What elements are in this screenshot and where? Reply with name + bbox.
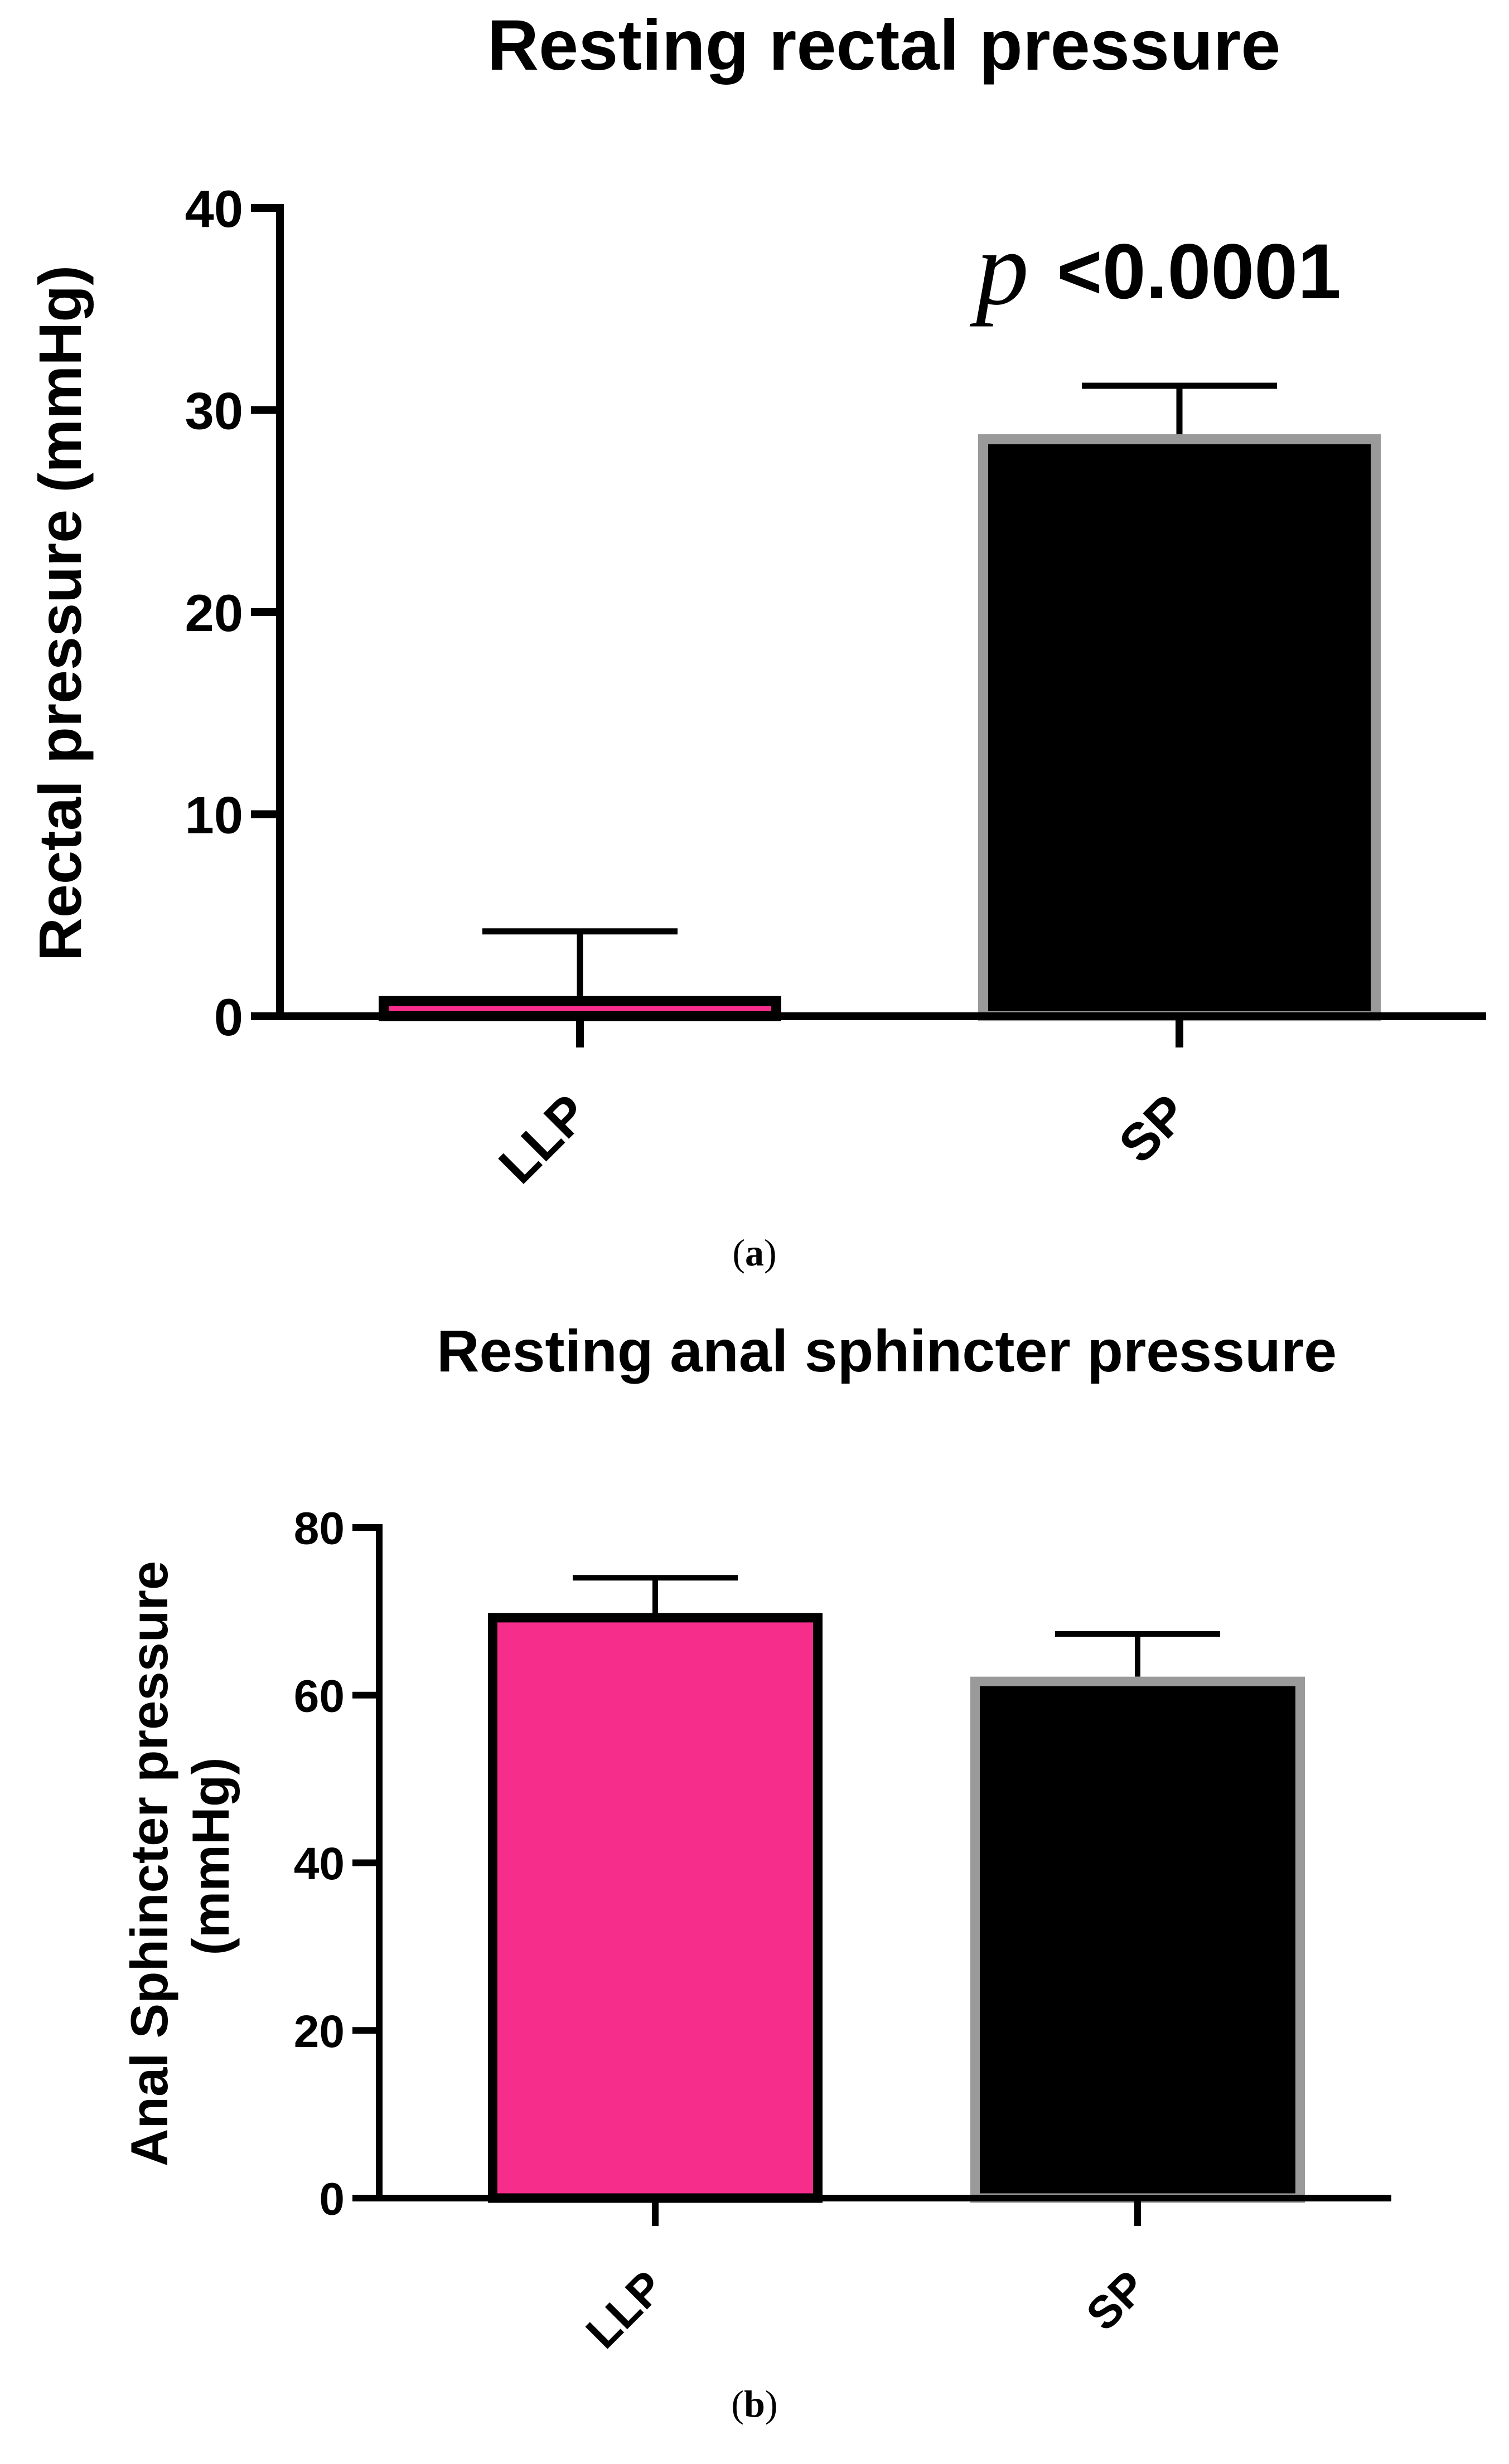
chart-b-panel-label: (b) <box>731 2383 777 2425</box>
chart-a-plot: 0 10 20 30 40 LLP SP <box>185 180 1486 1195</box>
chart-a-annotation-p: p <box>969 210 1029 327</box>
chart-b-x-tick-label-sp: SP <box>1077 2261 1156 2340</box>
chart-b-bar-sp <box>970 1676 1305 2203</box>
chart-a-title: Resting rectal pressure <box>487 6 1281 85</box>
chart-a-y-tick-label-10: 10 <box>185 785 243 844</box>
chart-a-y-tick-label-0: 0 <box>214 988 243 1046</box>
chart-a-y-axis-label: Rectal pressure (mmHg) <box>26 265 94 961</box>
chart-b-y-axis-label-line2: (mmHg) <box>181 1757 240 1955</box>
chart-b-panel-letter: b <box>744 2383 765 2425</box>
chart-b-y-tick-label-20: 20 <box>294 2006 345 2057</box>
chart-b-bar-llp <box>488 1613 823 2203</box>
chart-a-y-tick-label-30: 30 <box>185 381 243 440</box>
chart-a-x-tick-label-llp: LLP <box>487 1083 599 1195</box>
chart-b-y-axis-label: Anal Sphincter pressure (mmHg) <box>120 1546 240 2167</box>
chart-a-annotation-value: <0.0001 <box>1057 227 1341 315</box>
chart-a-panel-label: (a) <box>732 1231 776 1274</box>
chart-a-bar-sp <box>978 434 1381 1021</box>
chart-b-title: Resting anal sphincter pressure <box>437 1318 1337 1384</box>
chart-a-panel-letter: a <box>745 1231 764 1274</box>
chart-b-y-tick-label-0: 0 <box>319 2174 345 2225</box>
chart-b-x-tick-label-llp: LLP <box>577 2261 674 2358</box>
chart-b-y-tick-label-80: 80 <box>294 1503 345 1554</box>
chart-a: Resting rectal pressure Rectal pressure … <box>26 6 1486 1274</box>
chart-a-x-tick-label-sp: SP <box>1107 1083 1198 1174</box>
chart-b-y-axis-label-line1: Anal Sphincter pressure <box>120 1561 178 2167</box>
chart-b-plot: 0 20 40 60 80 LLP SP <box>294 1503 1391 2358</box>
chart-a-y-tick-label-40: 40 <box>185 180 243 238</box>
chart-b-y-tick-label-40: 40 <box>294 1839 345 1889</box>
chart-b: Resting anal sphincter pressure Anal Sph… <box>120 1318 1391 2425</box>
chart-b-y-tick-label-60: 60 <box>294 1671 345 1721</box>
chart-a-annotation: p <0.0001 <box>969 210 1341 327</box>
chart-a-y-tick-label-20: 20 <box>185 584 243 642</box>
